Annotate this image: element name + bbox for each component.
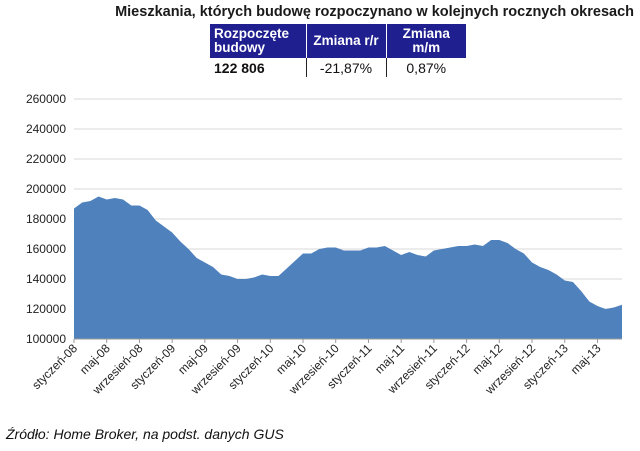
y-tick-label: 260000 xyxy=(26,92,66,106)
chart-title: Mieszkania, których budowę rozpoczynano … xyxy=(115,4,634,20)
y-axis: 100000 120000 140000 160000 180000 200000 2200… xyxy=(26,92,66,346)
source-note: Źródło: Home Broker, na podst. danych GU… xyxy=(6,426,284,442)
header-change-yoy: Zmiana r/r xyxy=(305,24,386,58)
y-tick-label: 200000 xyxy=(26,182,66,196)
x-tick-label: styczeń-08 xyxy=(29,341,80,392)
y-tick-label: 180000 xyxy=(26,212,66,226)
y-tick-label: 160000 xyxy=(26,242,66,256)
y-tick-label: 140000 xyxy=(26,272,66,286)
summary-value-row: 122 806 -21,87% 0,87% xyxy=(210,58,466,77)
summary-header-row: Rozpoczęte budowy Zmiana r/r Zmiana m/m xyxy=(210,24,466,58)
value-started-constructions: 122 806 xyxy=(214,59,265,76)
summary-table: Rozpoczęte budowy Zmiana r/r Zmiana m/m … xyxy=(210,24,466,77)
y-tick-label: 100000 xyxy=(26,332,66,346)
y-tick-label: 220000 xyxy=(26,152,66,166)
header-change-mom: Zmiana m/m xyxy=(385,24,466,58)
value-change-mom: 0,87% xyxy=(385,58,466,77)
value-change-yoy: -21,87% xyxy=(305,58,386,77)
y-tick-label: 240000 xyxy=(26,122,66,136)
series-area xyxy=(74,196,622,339)
y-tick-label: 120000 xyxy=(26,302,66,316)
x-tick-label: maj-13 xyxy=(568,341,604,377)
header-started-constructions: Rozpoczęte budowy xyxy=(210,24,306,58)
x-axis: styczeń-08maj-08wrzesień-08styczeń-09maj… xyxy=(29,339,604,398)
